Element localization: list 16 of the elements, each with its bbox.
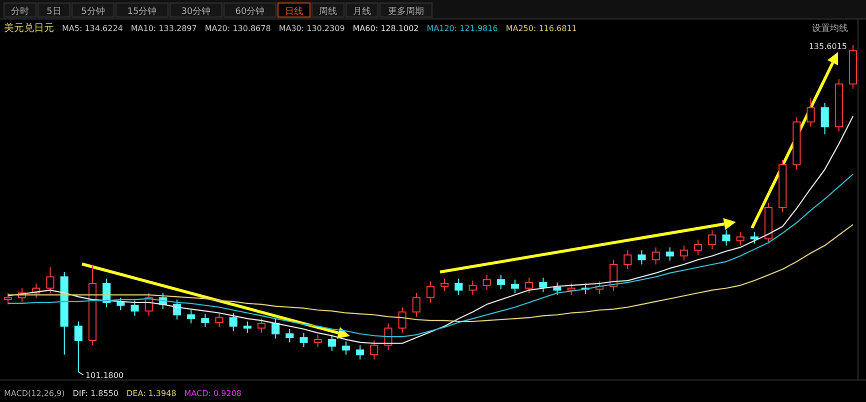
chart-title: 美元兑日元 [4, 22, 54, 34]
text: MA120: 121.9816 [426, 24, 498, 33]
text: MA250: 116.6811 [506, 24, 577, 33]
text: MACD(12,26,9) [4, 389, 65, 398]
text: MA20: 130.8678 [204, 24, 271, 33]
text: MA60: 128.1002 [352, 24, 419, 33]
text: MA5: 134.6224 [62, 24, 123, 33]
annotation: 135.6015 [808, 42, 847, 51]
text: MA30: 130.2309 [278, 24, 345, 33]
annotation: 101.1800 [85, 371, 124, 380]
text: MA10: 133.2897 [130, 24, 197, 33]
text: MACD: 0.9208 [184, 389, 242, 398]
toolbar: 分时 5日 5分钟 15分钟 30分钟 60分钟 日线 周线 月线 更多周期 [0, 0, 866, 19]
text: 设置均线 [812, 23, 848, 34]
text: DEA: 1.3948 [126, 389, 176, 398]
text: DIF: 1.8550 [72, 389, 118, 398]
